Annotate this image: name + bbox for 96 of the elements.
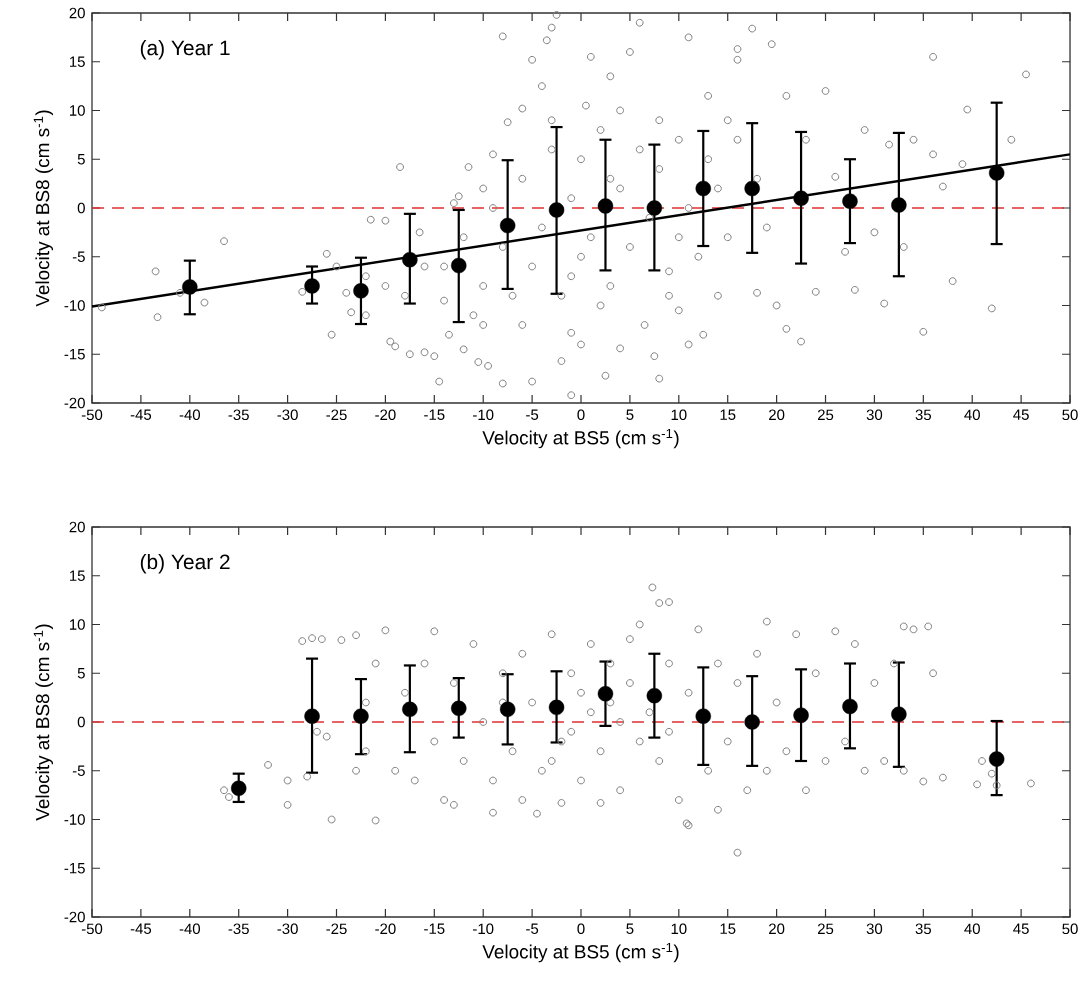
y-tick-label: -15 (64, 863, 85, 874)
y-tick-label: -10 (64, 814, 85, 825)
point (842, 698, 858, 715)
x-tick-label: 20 (769, 923, 785, 935)
point (451, 257, 467, 274)
y-tick-label: -20 (64, 397, 85, 409)
point (793, 707, 809, 723)
y-tick-label: 0 (77, 716, 85, 728)
x-tick-label: 0 (577, 923, 585, 935)
x-tick-label: 15 (720, 923, 736, 934)
y-tick-label: -5 (72, 765, 85, 776)
x-axis-title: Velocity at BS5 (cm s$^{-1}$) (482, 428, 679, 449)
x-tick-label: -15 (424, 409, 445, 420)
x-tick-label: 5 (626, 923, 634, 934)
point (548, 202, 565, 218)
x-tick-label: -15 (424, 923, 445, 934)
x-tick-label: 30 (866, 409, 883, 421)
x-tick-label: 35 (915, 409, 931, 421)
x-tick-label: -10 (473, 409, 494, 421)
point (231, 780, 247, 796)
x-tick-label: 30 (866, 923, 883, 935)
y-tick-label: -20 (64, 911, 85, 923)
x-tick-label: 45 (1013, 923, 1029, 934)
point (891, 706, 907, 722)
x-tick-label: -30 (277, 923, 298, 935)
x-tick-label: -35 (228, 409, 249, 421)
x-tick-label: 0 (577, 409, 585, 421)
point (988, 751, 1005, 767)
y-tick-label: -15 (64, 349, 85, 360)
point (988, 165, 1005, 181)
point (304, 278, 320, 294)
x-tick-label: 20 (769, 409, 785, 421)
x-tick-label: -10 (473, 923, 494, 935)
x-tick-label: -50 (81, 409, 103, 421)
y-axis-title: Velocity at BS8 (cm s$^{-1}$) (33, 110, 54, 307)
y-tick-label: -5 (72, 251, 85, 262)
x-tick-label: -50 (81, 923, 103, 935)
x-tick-label: -20 (375, 409, 396, 421)
point (646, 687, 663, 704)
point (744, 714, 760, 730)
y-tick-label: -10 (64, 300, 85, 311)
point (695, 708, 711, 724)
point (548, 699, 565, 716)
y-tick-label: 20 (69, 7, 85, 19)
point (842, 193, 858, 209)
point (353, 708, 369, 724)
annotation: (a) Year 1 (140, 39, 230, 60)
point (597, 198, 614, 214)
x-tick-label: 10 (671, 409, 687, 421)
point (353, 283, 369, 299)
x-tick-label: -25 (326, 923, 347, 935)
x-tick-label: 5 (626, 409, 634, 420)
annotation: (b) Year 2 (140, 553, 230, 574)
x-tick-label: 40 (964, 409, 980, 421)
x-tick-label: -40 (179, 923, 201, 935)
x-axis-title: Velocity at BS5 (cm s$^{-1}$) (482, 942, 679, 963)
y-tick-label: 10 (70, 619, 85, 630)
y-tick-label: 5 (77, 668, 85, 679)
x-tick-label: -45 (130, 923, 152, 934)
x-tick-label: 25 (817, 923, 834, 935)
point (451, 700, 467, 717)
y-tick-label: 15 (70, 56, 85, 67)
x-tick-label: -20 (375, 923, 396, 935)
x-tick-label: 50 (1062, 409, 1078, 421)
point (793, 190, 809, 206)
point (597, 686, 614, 702)
point (499, 701, 516, 718)
point (646, 200, 663, 216)
point (499, 217, 516, 234)
y-tick-label: 15 (70, 570, 85, 581)
point (744, 180, 760, 197)
point (891, 197, 907, 213)
y-tick-label: 5 (77, 154, 85, 165)
point (402, 701, 418, 718)
x-tick-label: -40 (179, 409, 201, 421)
x-tick-label: 25 (817, 409, 834, 421)
x-tick-label: -30 (277, 409, 298, 421)
x-tick-label: 45 (1013, 409, 1029, 420)
point (182, 279, 198, 295)
x-tick-label: -35 (228, 923, 249, 935)
x-tick-label: -25 (326, 409, 347, 421)
point (695, 180, 711, 197)
x-tick-label: 35 (915, 923, 931, 935)
x-tick-label: 10 (671, 923, 687, 935)
point (402, 251, 418, 268)
y-tick-label: 0 (77, 202, 85, 214)
y-tick-label: 20 (69, 521, 85, 533)
y-axis-title: Velocity at BS8 (cm s$^{-1}$) (33, 624, 54, 821)
x-tick-label: -45 (130, 409, 152, 420)
x-tick-label: 40 (964, 923, 980, 935)
x-tick-label: 50 (1062, 923, 1078, 935)
x-tick-label: 15 (720, 409, 736, 420)
x-tick-label: -5 (526, 923, 539, 934)
x-tick-label: -5 (526, 409, 539, 420)
point (304, 708, 320, 724)
y-tick-label: 10 (70, 105, 85, 116)
